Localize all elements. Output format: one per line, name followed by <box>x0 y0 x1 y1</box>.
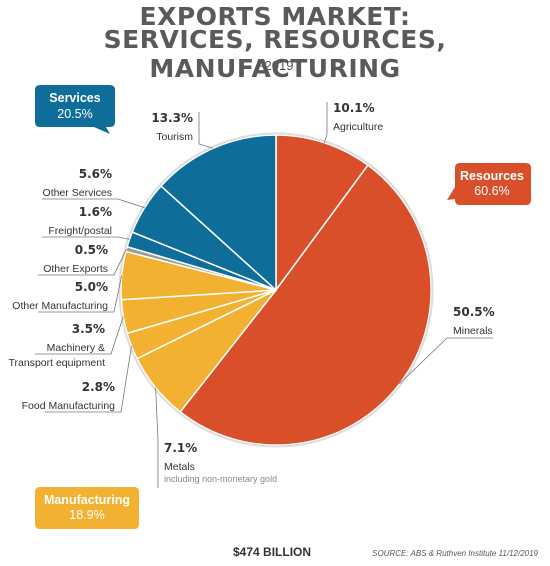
leader-line-freight-postal <box>42 236 130 240</box>
slice-label-other-exports: Other Exports <box>43 263 108 275</box>
slice-label-other-services: Other Services <box>43 187 112 199</box>
slice-percent-metals: 7.1% <box>164 441 197 455</box>
slice-label-food-manufacturing: Food Manufacturing <box>22 400 116 412</box>
chart-title-line-1: EXPORTS MARKET: <box>139 2 411 31</box>
callout-manufacturing: Manufacturing 18.9% <box>35 487 139 529</box>
leader-line-other-services <box>42 198 145 209</box>
pie-slice-tourism <box>159 134 277 292</box>
callout-services-value: 20.5% <box>57 107 92 121</box>
slice-label-agriculture: Agriculture <box>333 121 383 133</box>
slice-percent-food-manufacturing: 2.8% <box>82 380 115 394</box>
pie-slices <box>118 132 434 448</box>
slice-label-minerals: Minerals <box>453 325 493 337</box>
slice-percent-other-services: 5.6% <box>79 167 112 181</box>
slice-percent-other-exports: 0.5% <box>75 243 108 257</box>
total-exports: $474 BILLION <box>233 545 312 559</box>
pie-slice-agriculture <box>275 134 369 293</box>
leader-line-agriculture <box>324 102 328 143</box>
callout-manufacturing-name: Manufacturing <box>44 493 130 507</box>
slice-label-tourism: Tourism <box>156 131 193 143</box>
leader-line-machinery-transport-equipment <box>35 316 124 355</box>
leader-lines <box>35 102 493 488</box>
callout-resources-name: Resources <box>460 169 524 183</box>
slice-percent-machinery-transport-equipment: 3.5% <box>72 322 105 336</box>
slice-label-machinery-transport-equipment: Machinery & <box>47 342 105 354</box>
callout-resources-value: 60.6% <box>474 184 509 198</box>
slice-percent-minerals: 50.5% <box>453 305 495 319</box>
callout-services-box <box>35 85 115 134</box>
slice-percent-other-manufacturing: 5.0% <box>75 280 108 294</box>
leader-line-minerals <box>399 337 493 385</box>
callout-manufacturing-box <box>35 487 139 529</box>
callout-services-name: Services <box>49 91 100 105</box>
callout-resources-box <box>447 163 531 205</box>
slice-percent-tourism: 13.3% <box>151 111 193 125</box>
slice-label-metals: Metals <box>164 461 195 473</box>
slice-labels: 10.1% Agriculture 50.5% Minerals 7.1% Metalsi… <box>9 101 495 484</box>
callout-services: Services 20.5% <box>35 85 115 134</box>
leader-line-metals <box>155 387 159 488</box>
pie-outline <box>118 132 434 448</box>
chart-subtitle: F2019 <box>256 58 294 73</box>
source-note: SOURCE: ABS & Ruthven Institute 11/12/20… <box>372 549 538 558</box>
slice-label-machinery-transport-equipment-line-2: Transport equipment <box>9 357 106 369</box>
leader-line-food-manufacturing <box>45 346 132 413</box>
callout-manufacturing-value: 18.9% <box>69 508 104 522</box>
slice-label-other-manufacturing: Other Manufacturing <box>12 300 108 312</box>
slice-note-metals: including non-monetary gold <box>164 474 277 484</box>
leader-line-other-manufacturing <box>38 275 123 313</box>
leader-line-other-exports <box>38 248 127 276</box>
slice-percent-freight-postal: 1.6% <box>79 205 112 219</box>
callout-resources: Resources 60.6% <box>447 163 531 205</box>
slice-percent-agriculture: 10.1% <box>333 101 375 115</box>
slice-label-freight-postal: Freight/postal <box>48 225 112 237</box>
leader-line-tourism <box>198 112 214 149</box>
pie-slice-minerals <box>179 164 432 446</box>
chart-title-line-2: SERVICES, RESOURCES, MANUFACTURING <box>103 25 447 83</box>
